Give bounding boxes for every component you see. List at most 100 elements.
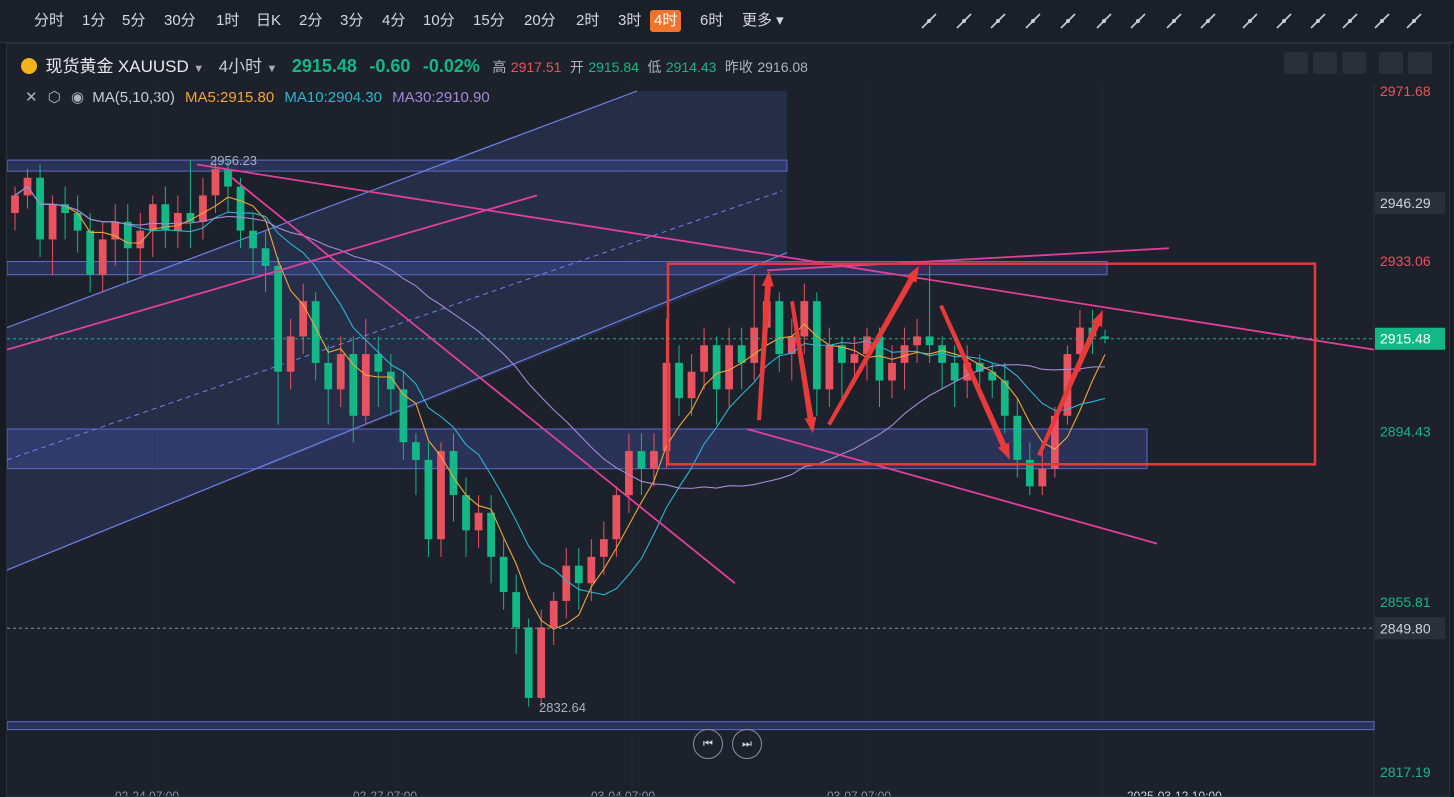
settings-icon[interactable]: ⬡ [47, 89, 61, 106]
timeframe-2[interactable]: 5分 [122, 12, 146, 29]
candle-body [123, 221, 132, 249]
fan-icon[interactable] [1127, 10, 1149, 32]
zone-mid [7, 261, 1108, 276]
rewind-button[interactable]: ⏮ [693, 729, 723, 759]
range-box [666, 262, 1317, 466]
channel-mid [7, 190, 783, 461]
candle-body [975, 362, 984, 372]
more-icon[interactable] [1197, 10, 1219, 32]
low-value: 2914.43 [665, 59, 717, 75]
candle-body [236, 186, 245, 231]
high-label: 高 [492, 59, 507, 75]
chevron-down-icon[interactable]: ▼ [193, 63, 205, 75]
ray-icon[interactable] [953, 10, 975, 32]
timeframe-13[interactable]: 3时 [618, 12, 642, 29]
symbol-name[interactable]: 现货黄金 [45, 57, 114, 76]
trash-icon[interactable] [1403, 10, 1425, 32]
candle-body [499, 556, 508, 593]
candle-body [211, 168, 220, 196]
timeframe-4[interactable]: 1时 [216, 12, 240, 29]
pen-icon[interactable] [1057, 10, 1079, 32]
candle-body [650, 451, 658, 469]
trend-line-icon[interactable] [918, 10, 940, 32]
timeframe-9[interactable]: 10分 [423, 12, 455, 29]
open-label: 开 [569, 59, 584, 75]
indicator-button[interactable] [1284, 52, 1308, 74]
timeframe-15[interactable]: 6时 [700, 12, 724, 29]
prev-close-label: 昨收 [724, 59, 753, 75]
candle-body [625, 451, 633, 496]
support-line [746, 428, 1158, 545]
timeframe-14[interactable]: 4时 [650, 10, 682, 32]
close-chart-button[interactable] [1408, 52, 1432, 74]
box-upper-line [766, 247, 1170, 272]
eraser-icon[interactable] [1273, 10, 1295, 32]
candle-body [888, 362, 896, 381]
draw-button[interactable] [1313, 52, 1337, 74]
timeframe-5[interactable]: 日K [256, 12, 282, 29]
fullscreen-button[interactable] [1379, 52, 1403, 74]
timeframe-6[interactable]: 2分 [299, 12, 323, 29]
alert-tag-1 [1375, 191, 1445, 214]
candle-body [537, 627, 546, 698]
edit-icon[interactable] [1239, 10, 1261, 32]
candle-body [587, 556, 596, 584]
candle-type-button[interactable] [1342, 52, 1366, 74]
candle-body [1088, 327, 1097, 337]
arrow-up-1 [757, 270, 774, 421]
candlestick-chart[interactable]: 2956.23 2832.64 2971.68 2946.29 2933.06 2915.… [7, 44, 1449, 796]
candle-body [700, 345, 708, 372]
candle-body [299, 301, 308, 337]
ma30-line [14, 185, 1106, 489]
candle-body [913, 336, 921, 346]
ma30-value: MA30:2910.90 [392, 89, 490, 106]
candle-body [750, 327, 759, 363]
segment-icon[interactable] [1022, 10, 1044, 32]
candle-body [274, 265, 282, 372]
timeframe-8[interactable]: 4分 [382, 12, 406, 29]
timeframe-1[interactable]: 1分 [82, 12, 106, 29]
eye-icon[interactable]: ◉ [71, 89, 85, 106]
timeframe-11[interactable]: 20分 [524, 12, 556, 29]
candle-body [675, 362, 683, 399]
zone-bottom [7, 721, 1375, 731]
close-icon[interactable]: ✕ [25, 89, 38, 106]
chart-panel[interactable]: 现货黄金 XAUUSD ▼ 4小时 ▼ 2915.48 -0.60 -0.02%… [6, 43, 1450, 797]
fibonacci-icon[interactable] [1093, 10, 1115, 32]
candle-body [850, 354, 859, 363]
alert-tick-6: 2849.80 [1380, 620, 1431, 636]
timeframe-3[interactable]: 30分 [164, 12, 196, 29]
last-price-tag [1375, 327, 1445, 350]
candle-body [361, 354, 370, 416]
lock-icon[interactable] [1339, 10, 1361, 32]
timeframe-16[interactable]: 更多 ▾ [742, 12, 784, 29]
ma5-value: MA5:2915.80 [185, 89, 275, 106]
eye-icon[interactable] [1371, 10, 1393, 32]
timeframe-10[interactable]: 15分 [473, 12, 505, 29]
horizontal-line-icon[interactable] [987, 10, 1009, 32]
symbol-code[interactable]: XAUUSD [117, 57, 189, 76]
forward-button[interactable]: ⏭ [732, 729, 762, 759]
resistance-line [196, 163, 1375, 351]
arrow-up-2 [827, 265, 919, 426]
chevron-down-icon[interactable]: ▼ [266, 63, 278, 75]
magnet-icon[interactable] [1307, 10, 1329, 32]
candle-body [1025, 459, 1034, 487]
timeframe-0[interactable]: 分时 [34, 12, 65, 29]
candle-body [161, 204, 170, 231]
candle-body [712, 345, 721, 390]
candle-body [324, 362, 333, 390]
candle-body [249, 230, 257, 249]
candle-body [474, 512, 483, 531]
candle-body [386, 371, 395, 390]
candle-body [424, 459, 433, 540]
candle-body [86, 230, 95, 275]
brush-icon[interactable] [1163, 10, 1185, 32]
falling-trendline [231, 177, 736, 584]
alert-tag-6 [1375, 617, 1445, 640]
timeframe-7[interactable]: 3分 [340, 12, 364, 29]
price-change-pct: -0.02% [422, 56, 480, 76]
timeframe-12[interactable]: 2时 [576, 12, 600, 29]
timeframe-toolbar: 分时 1分 5分 30分 1时 日K 2分 3分 4分 10分 15分 20分 2时 3时 4时 6时 更多 ▾ [0, 0, 1454, 43]
period-select[interactable]: 4小时 [218, 57, 263, 76]
